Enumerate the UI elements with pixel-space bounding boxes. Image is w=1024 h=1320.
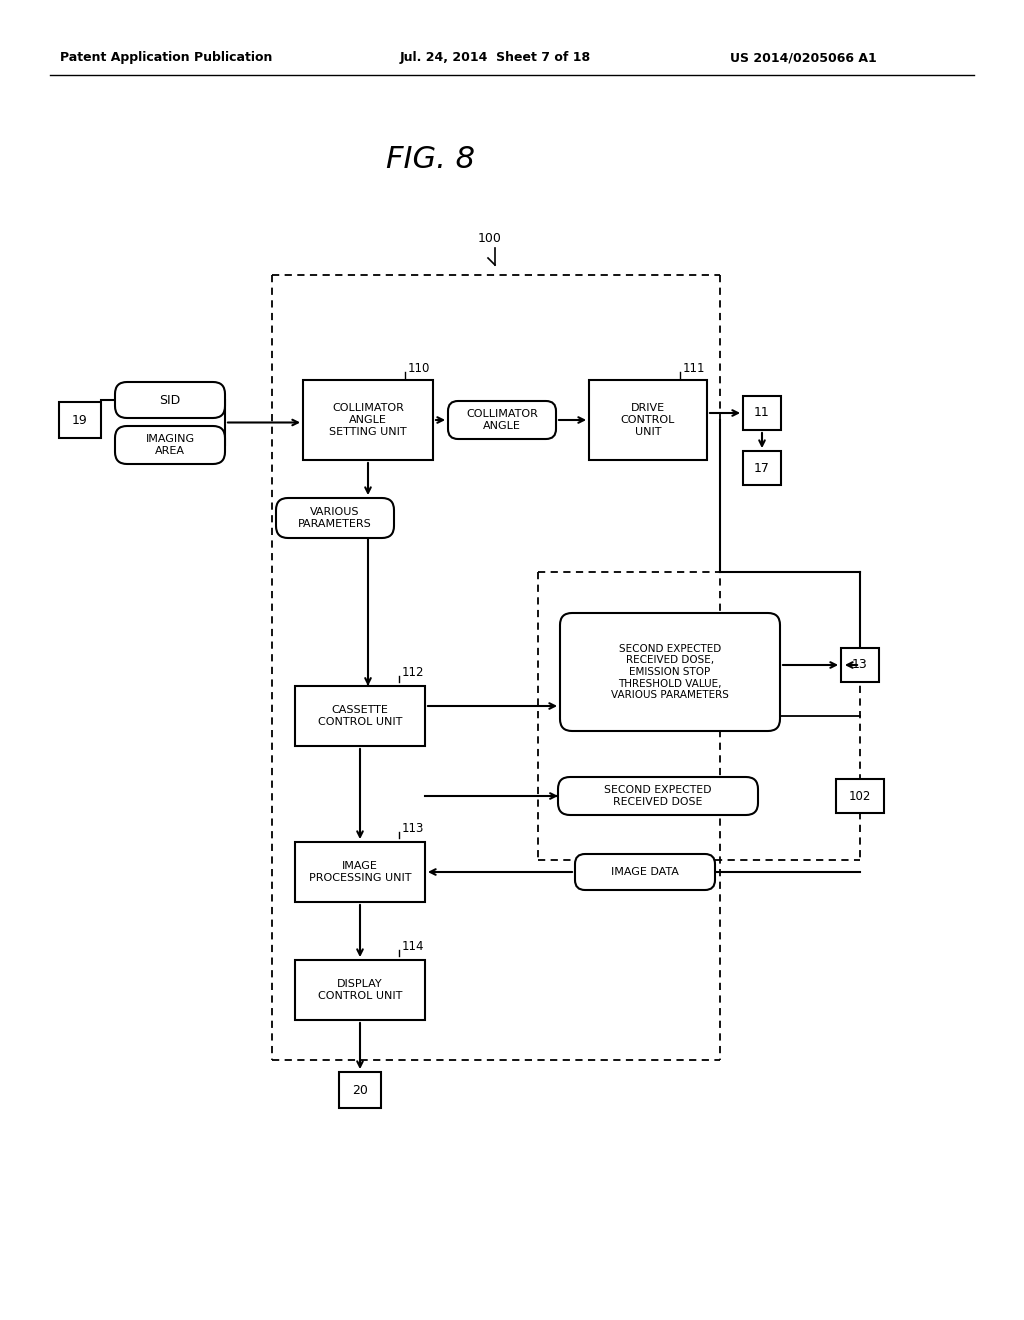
Text: IMAGE
PROCESSING UNIT: IMAGE PROCESSING UNIT xyxy=(309,861,412,883)
FancyBboxPatch shape xyxy=(558,777,758,814)
Text: 110: 110 xyxy=(408,362,430,375)
Text: VARIOUS
PARAMETERS: VARIOUS PARAMETERS xyxy=(298,507,372,529)
Text: SECOND EXPECTED
RECEIVED DOSE,
EMISSION STOP
THRESHOLD VALUE,
VARIOUS PARAMETERS: SECOND EXPECTED RECEIVED DOSE, EMISSION … xyxy=(611,644,729,700)
Text: FIG. 8: FIG. 8 xyxy=(385,145,474,174)
FancyBboxPatch shape xyxy=(276,498,394,539)
Text: 13: 13 xyxy=(852,659,868,672)
Text: 17: 17 xyxy=(754,462,770,474)
FancyBboxPatch shape xyxy=(560,612,780,731)
Bar xyxy=(339,1072,381,1107)
Text: SECOND EXPECTED
RECEIVED DOSE: SECOND EXPECTED RECEIVED DOSE xyxy=(604,785,712,807)
Bar xyxy=(295,686,425,746)
Text: 111: 111 xyxy=(683,362,706,375)
Bar xyxy=(743,396,781,430)
Bar xyxy=(295,842,425,902)
Bar xyxy=(295,960,425,1020)
Text: SID: SID xyxy=(160,393,180,407)
Text: US 2014/0205066 A1: US 2014/0205066 A1 xyxy=(730,51,877,65)
Text: 112: 112 xyxy=(402,665,425,678)
Bar xyxy=(841,648,879,682)
Text: DISPLAY
CONTROL UNIT: DISPLAY CONTROL UNIT xyxy=(317,979,402,1001)
Text: 20: 20 xyxy=(352,1084,368,1097)
Text: 11: 11 xyxy=(754,407,770,420)
Text: 113: 113 xyxy=(402,821,424,834)
Text: COLLIMATOR
ANGLE
SETTING UNIT: COLLIMATOR ANGLE SETTING UNIT xyxy=(329,404,407,437)
FancyBboxPatch shape xyxy=(115,381,225,418)
Bar xyxy=(303,380,433,459)
Bar xyxy=(743,451,781,484)
Text: IMAGE DATA: IMAGE DATA xyxy=(611,867,679,876)
Bar xyxy=(589,380,707,459)
FancyBboxPatch shape xyxy=(115,426,225,465)
FancyBboxPatch shape xyxy=(575,854,715,890)
Text: Patent Application Publication: Patent Application Publication xyxy=(60,51,272,65)
Bar xyxy=(59,403,101,438)
Bar xyxy=(836,779,884,813)
Text: 19: 19 xyxy=(72,413,88,426)
Text: 102: 102 xyxy=(849,789,871,803)
FancyBboxPatch shape xyxy=(449,401,556,440)
Text: Jul. 24, 2014  Sheet 7 of 18: Jul. 24, 2014 Sheet 7 of 18 xyxy=(400,51,591,65)
Text: 100: 100 xyxy=(478,231,502,244)
Text: IMAGING
AREA: IMAGING AREA xyxy=(145,434,195,455)
Text: COLLIMATOR
ANGLE: COLLIMATOR ANGLE xyxy=(466,409,538,430)
Text: DRIVE
CONTROL
UNIT: DRIVE CONTROL UNIT xyxy=(621,404,675,437)
Text: 114: 114 xyxy=(402,940,425,953)
Text: CASSETTE
CONTROL UNIT: CASSETTE CONTROL UNIT xyxy=(317,705,402,727)
